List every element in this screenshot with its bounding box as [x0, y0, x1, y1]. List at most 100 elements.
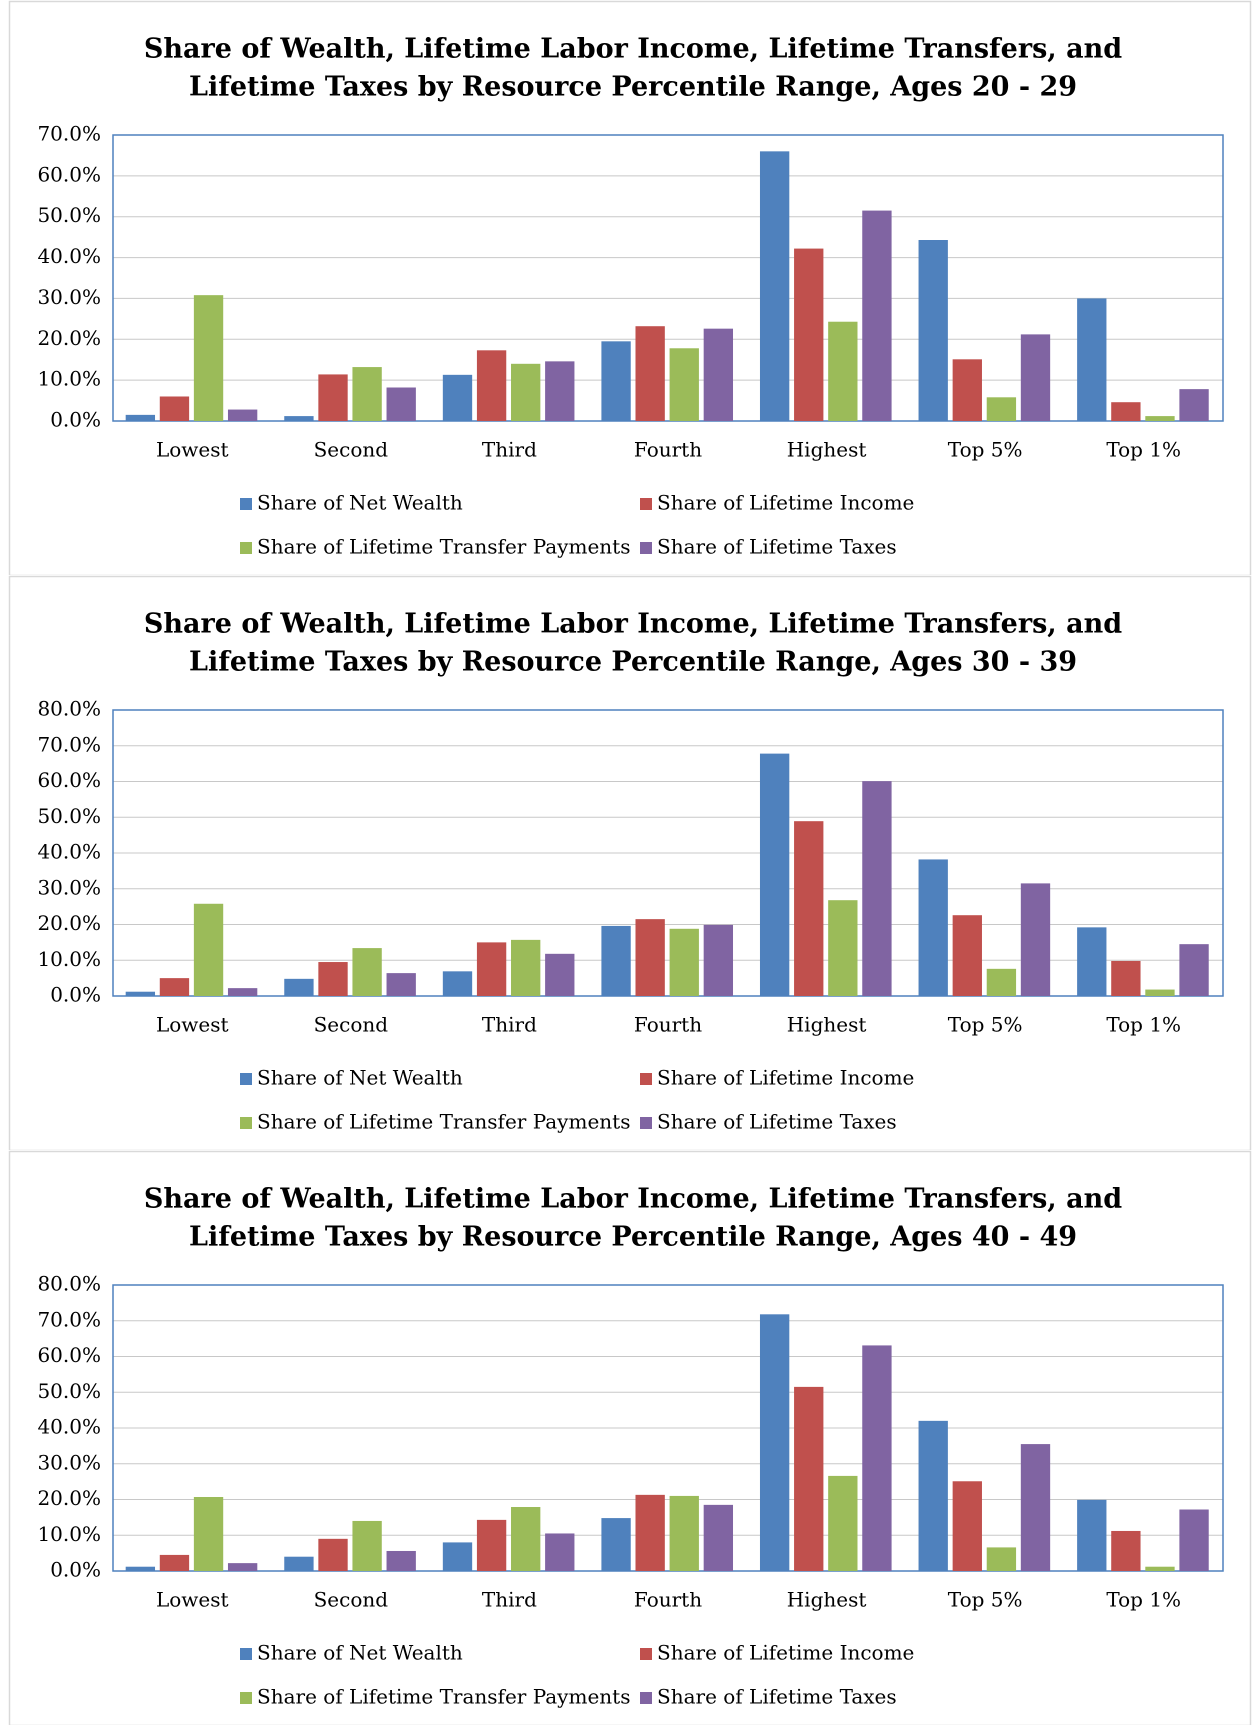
bar — [476, 1519, 507, 1571]
bar — [442, 971, 473, 996]
x-tick-label: Top 1% — [1106, 438, 1181, 462]
y-tick-label: 10.0% — [37, 947, 101, 971]
bar — [1179, 1509, 1209, 1571]
y-tick-label: 80.0% — [37, 697, 101, 721]
bar — [1020, 883, 1051, 996]
x-tick-label: Top 5% — [948, 1013, 1023, 1037]
legend-label: Share of Net Wealth — [257, 1066, 463, 1090]
legend-label: Share of Lifetime Transfer Payments — [257, 1110, 630, 1134]
bar — [918, 859, 948, 996]
y-tick-label: 20.0% — [37, 1486, 101, 1510]
bar — [1111, 960, 1141, 996]
legend-swatch — [640, 542, 652, 554]
legend-swatch — [240, 1073, 252, 1085]
y-tick-label: 70.0% — [37, 732, 101, 756]
legend-swatch — [640, 1648, 652, 1660]
bar — [318, 1538, 348, 1571]
y-tick-label: 20.0% — [37, 911, 101, 935]
bar — [1077, 927, 1107, 996]
legend-label: Share of Lifetime Income — [657, 1641, 914, 1665]
bar — [986, 1547, 1017, 1571]
bar — [759, 753, 790, 996]
bar — [1077, 298, 1107, 421]
y-tick-label: 70.0% — [37, 1307, 101, 1331]
bar — [1179, 389, 1209, 421]
bar — [601, 341, 631, 421]
bar — [1020, 334, 1051, 421]
legend-swatch — [240, 542, 252, 554]
y-tick-label: 0.0% — [50, 983, 101, 1007]
bar — [545, 361, 575, 421]
bar — [386, 387, 416, 421]
bar — [352, 367, 382, 421]
bar — [918, 240, 948, 421]
x-tick-label: Third — [482, 438, 537, 462]
bar — [352, 948, 382, 996]
legend-label: Share of Lifetime Income — [657, 491, 914, 515]
legend-swatch — [240, 498, 252, 510]
bar — [759, 151, 790, 422]
bar — [386, 1550, 416, 1571]
bar — [703, 924, 734, 996]
bar — [545, 953, 575, 996]
bar — [759, 1314, 790, 1571]
y-tick-label: 50.0% — [37, 1379, 101, 1403]
legend-swatch — [240, 1648, 252, 1660]
panel-border — [8, 1150, 1252, 1725]
bar — [601, 1518, 631, 1571]
panel-border — [8, 0, 1252, 575]
y-tick-label: 0.0% — [50, 408, 101, 432]
bar — [284, 1556, 314, 1571]
bar — [511, 363, 541, 421]
legend-swatch — [240, 1692, 252, 1704]
bar — [227, 409, 258, 421]
chart-title: Share of Wealth, Lifetime Labor Income, … — [144, 609, 1122, 640]
bar — [476, 350, 507, 421]
bar — [511, 939, 541, 996]
legend-label: Share of Lifetime Income — [657, 1066, 914, 1090]
y-tick-label: 30.0% — [37, 875, 101, 899]
bar — [952, 1481, 982, 1571]
y-tick-label: 50.0% — [37, 203, 101, 227]
y-tick-label: 40.0% — [37, 840, 101, 864]
bar — [442, 374, 473, 421]
bar — [1145, 1566, 1175, 1571]
x-tick-label: Highest — [787, 438, 867, 462]
y-tick-label: 80.0% — [37, 1272, 101, 1296]
bar — [794, 1386, 824, 1571]
x-tick-label: Fourth — [634, 1013, 702, 1037]
legend-label: Share of Lifetime Transfer Payments — [257, 1685, 630, 1709]
bar — [193, 903, 224, 996]
x-tick-label: Top 5% — [948, 1588, 1023, 1612]
chart-title: Share of Wealth, Lifetime Labor Income, … — [144, 34, 1122, 65]
bar — [703, 328, 734, 421]
bar — [703, 1504, 734, 1571]
legend-label: Share of Net Wealth — [257, 491, 463, 515]
bar — [669, 1495, 699, 1571]
x-tick-label: Second — [314, 1013, 389, 1037]
chart-title: Lifetime Taxes by Resource Percentile Ra… — [189, 647, 1077, 678]
bar — [352, 1520, 382, 1571]
bar — [193, 1496, 224, 1571]
x-tick-label: Highest — [787, 1013, 867, 1037]
x-tick-label: Fourth — [634, 1588, 702, 1612]
y-tick-label: 60.0% — [37, 1343, 101, 1367]
bar — [862, 210, 892, 421]
bar — [794, 821, 824, 996]
y-tick-label: 10.0% — [37, 1522, 101, 1546]
x-tick-label: Third — [482, 1013, 537, 1037]
bar — [318, 962, 348, 996]
y-tick-label: 10.0% — [37, 367, 101, 391]
bar — [1111, 1530, 1141, 1571]
bar — [1077, 1499, 1107, 1571]
chart: Share of Wealth, Lifetime Labor Income, … — [8, 1150, 1252, 1725]
y-tick-label: 20.0% — [37, 326, 101, 350]
bar — [1111, 402, 1141, 421]
bar — [828, 1475, 858, 1571]
bar — [601, 925, 631, 996]
bar — [635, 1494, 665, 1571]
bar — [545, 1533, 575, 1571]
y-tick-label: 30.0% — [37, 1450, 101, 1474]
bar — [635, 919, 665, 996]
